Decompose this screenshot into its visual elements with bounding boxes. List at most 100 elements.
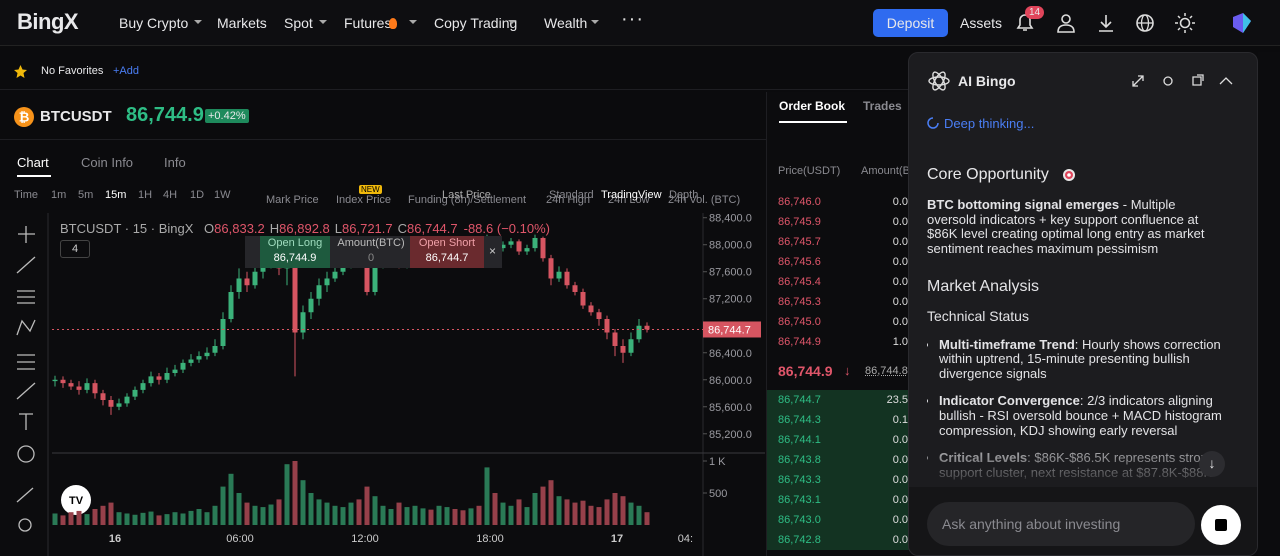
volume-bar [244,502,250,525]
menu-item[interactable]: Futures [344,15,392,31]
interval[interactable]: 1H [138,189,153,201]
deposit-button[interactable]: Deposit [873,9,948,37]
bullet-text: : Hourly shows correction within uptrend… [939,336,1221,381]
close-quick-trade[interactable]: × [489,244,497,258]
volume-bar [188,510,194,525]
volume-bar [324,502,330,525]
menu-item[interactable]: Wealth [544,15,588,31]
volume-bar [196,509,202,525]
assets-link[interactable]: Assets [960,15,1003,31]
down-arrow: ↓ [844,363,851,378]
volume-bar [628,502,634,525]
ask-price: 86,745.4 [778,276,821,288]
star-icon[interactable] [13,64,28,79]
panel-controls[interactable] [1130,73,1240,89]
menu-item[interactable]: Markets [217,15,267,31]
more-menu[interactable]: ··· [621,8,644,30]
candle-body [596,312,602,319]
x-tick-label: 06:00 [226,533,254,545]
bullet-text: : 2/3 indicators aligning bullish - RSI … [939,393,1222,438]
tab-underline [17,175,51,177]
open-short[interactable]: Open Short 86,744.7 [410,236,484,268]
volume-bar [364,486,370,525]
candle-body [84,383,90,390]
price-type[interactable]: Last Price [442,189,491,201]
volume-bar [132,514,138,525]
scroll-down[interactable]: ↓ [1199,451,1225,477]
volume-bar [396,502,402,525]
add-favorite[interactable]: +Add [113,65,139,77]
chart-tab[interactable]: Coin Info [81,155,134,170]
y-tick-label: 86,400.0 [709,348,752,360]
order-book-tab[interactable]: Order Book [779,99,846,113]
ai-logo [928,71,950,91]
candle-body [252,271,258,286]
chart-tab[interactable]: Info [164,155,186,170]
order-book-tab[interactable]: Trades [863,99,902,113]
x-tick-label: 12:00 [351,533,379,545]
volume-bar [524,507,530,525]
view-option[interactable]: Depth [669,189,699,201]
notification-badge: 14 [1025,6,1045,19]
download-icon[interactable] [1095,12,1117,34]
theme-icon[interactable] [1174,12,1196,34]
ask-price: 86,745.3 [778,296,821,308]
user-icon[interactable] [1055,12,1077,34]
volume-bar [484,467,490,525]
x-tick-label: 16 [109,533,121,545]
globe-icon[interactable] [1134,12,1156,34]
ask-amount: 1.0 [892,336,908,348]
chart-tab[interactable]: Chart [17,155,49,170]
interval[interactable]: 4H [163,189,178,201]
open-long[interactable]: Open Long 86,744.9 [260,236,330,268]
bid-row-bg [767,470,909,490]
interval[interactable]: 15m [105,189,127,201]
bid-amount: 0.0 [892,514,908,526]
candle-body [76,386,82,390]
menu-item[interactable]: Copy Trading [434,15,518,31]
amount-label: Amount(BTC) [337,237,405,249]
bid-price: 86,744.3 [778,414,821,426]
amount[interactable]: Amount(BTC) 0 [335,236,407,266]
app-icon[interactable] [1229,11,1253,35]
volume-bar [644,512,650,525]
symbol[interactable]: BTCUSDT [40,108,112,125]
volume-bar [332,505,338,525]
interval[interactable]: 5m [78,189,94,201]
volume-bar [548,480,554,525]
drawing-tools[interactable] [16,226,36,532]
candle-body [548,258,554,279]
ask-price: 86,745.0 [778,316,821,328]
ask-amount: 0.0 [892,236,908,248]
signal-bold: BTC bottoming signal emerges [927,198,1120,212]
view-option[interactable]: Standard [549,189,594,201]
ask-amount: 0.0 [892,216,908,228]
volume-bar [420,508,426,525]
volume-bar [540,486,546,525]
bid-price: 86,743.0 [778,514,821,526]
interval[interactable]: 1W [214,189,231,201]
menu-item[interactable]: Spot [284,15,313,31]
stop-button[interactable] [1201,505,1241,545]
candle-body [236,278,242,292]
interval[interactable]: 1D [190,189,205,201]
ask-amount: 0.0 [892,196,908,208]
signal-paragraph: BTC bottoming signal emerges - Multiple … [927,198,1227,256]
interval[interactable]: 1m [51,189,67,201]
bullet: Multi-timeframe Trend: Hourly shows corr… [939,336,1227,382]
logo[interactable]: BingX [17,9,79,34]
ask-input[interactable]: Ask anything about investing [927,502,1195,546]
bid-price: 86,743.8 [778,454,821,466]
indicator-count[interactable]: 4 [60,240,90,258]
volume-bar [636,505,642,525]
volume-bar [516,499,522,525]
view-option[interactable]: TradingView [601,189,662,201]
volume-bar [172,512,178,525]
quick-trade: Open Long 86,744.9 Amount(BTC) 0 Open Shor… [245,236,502,268]
menu-item[interactable]: Buy Crypto [119,15,189,31]
bid-price: 86,743.3 [778,474,821,486]
ohlc-value: 86,892.8 [279,221,330,236]
y-tick-label: 85,200.0 [709,429,752,441]
candle-body [644,325,650,330]
candle-body [308,298,314,313]
